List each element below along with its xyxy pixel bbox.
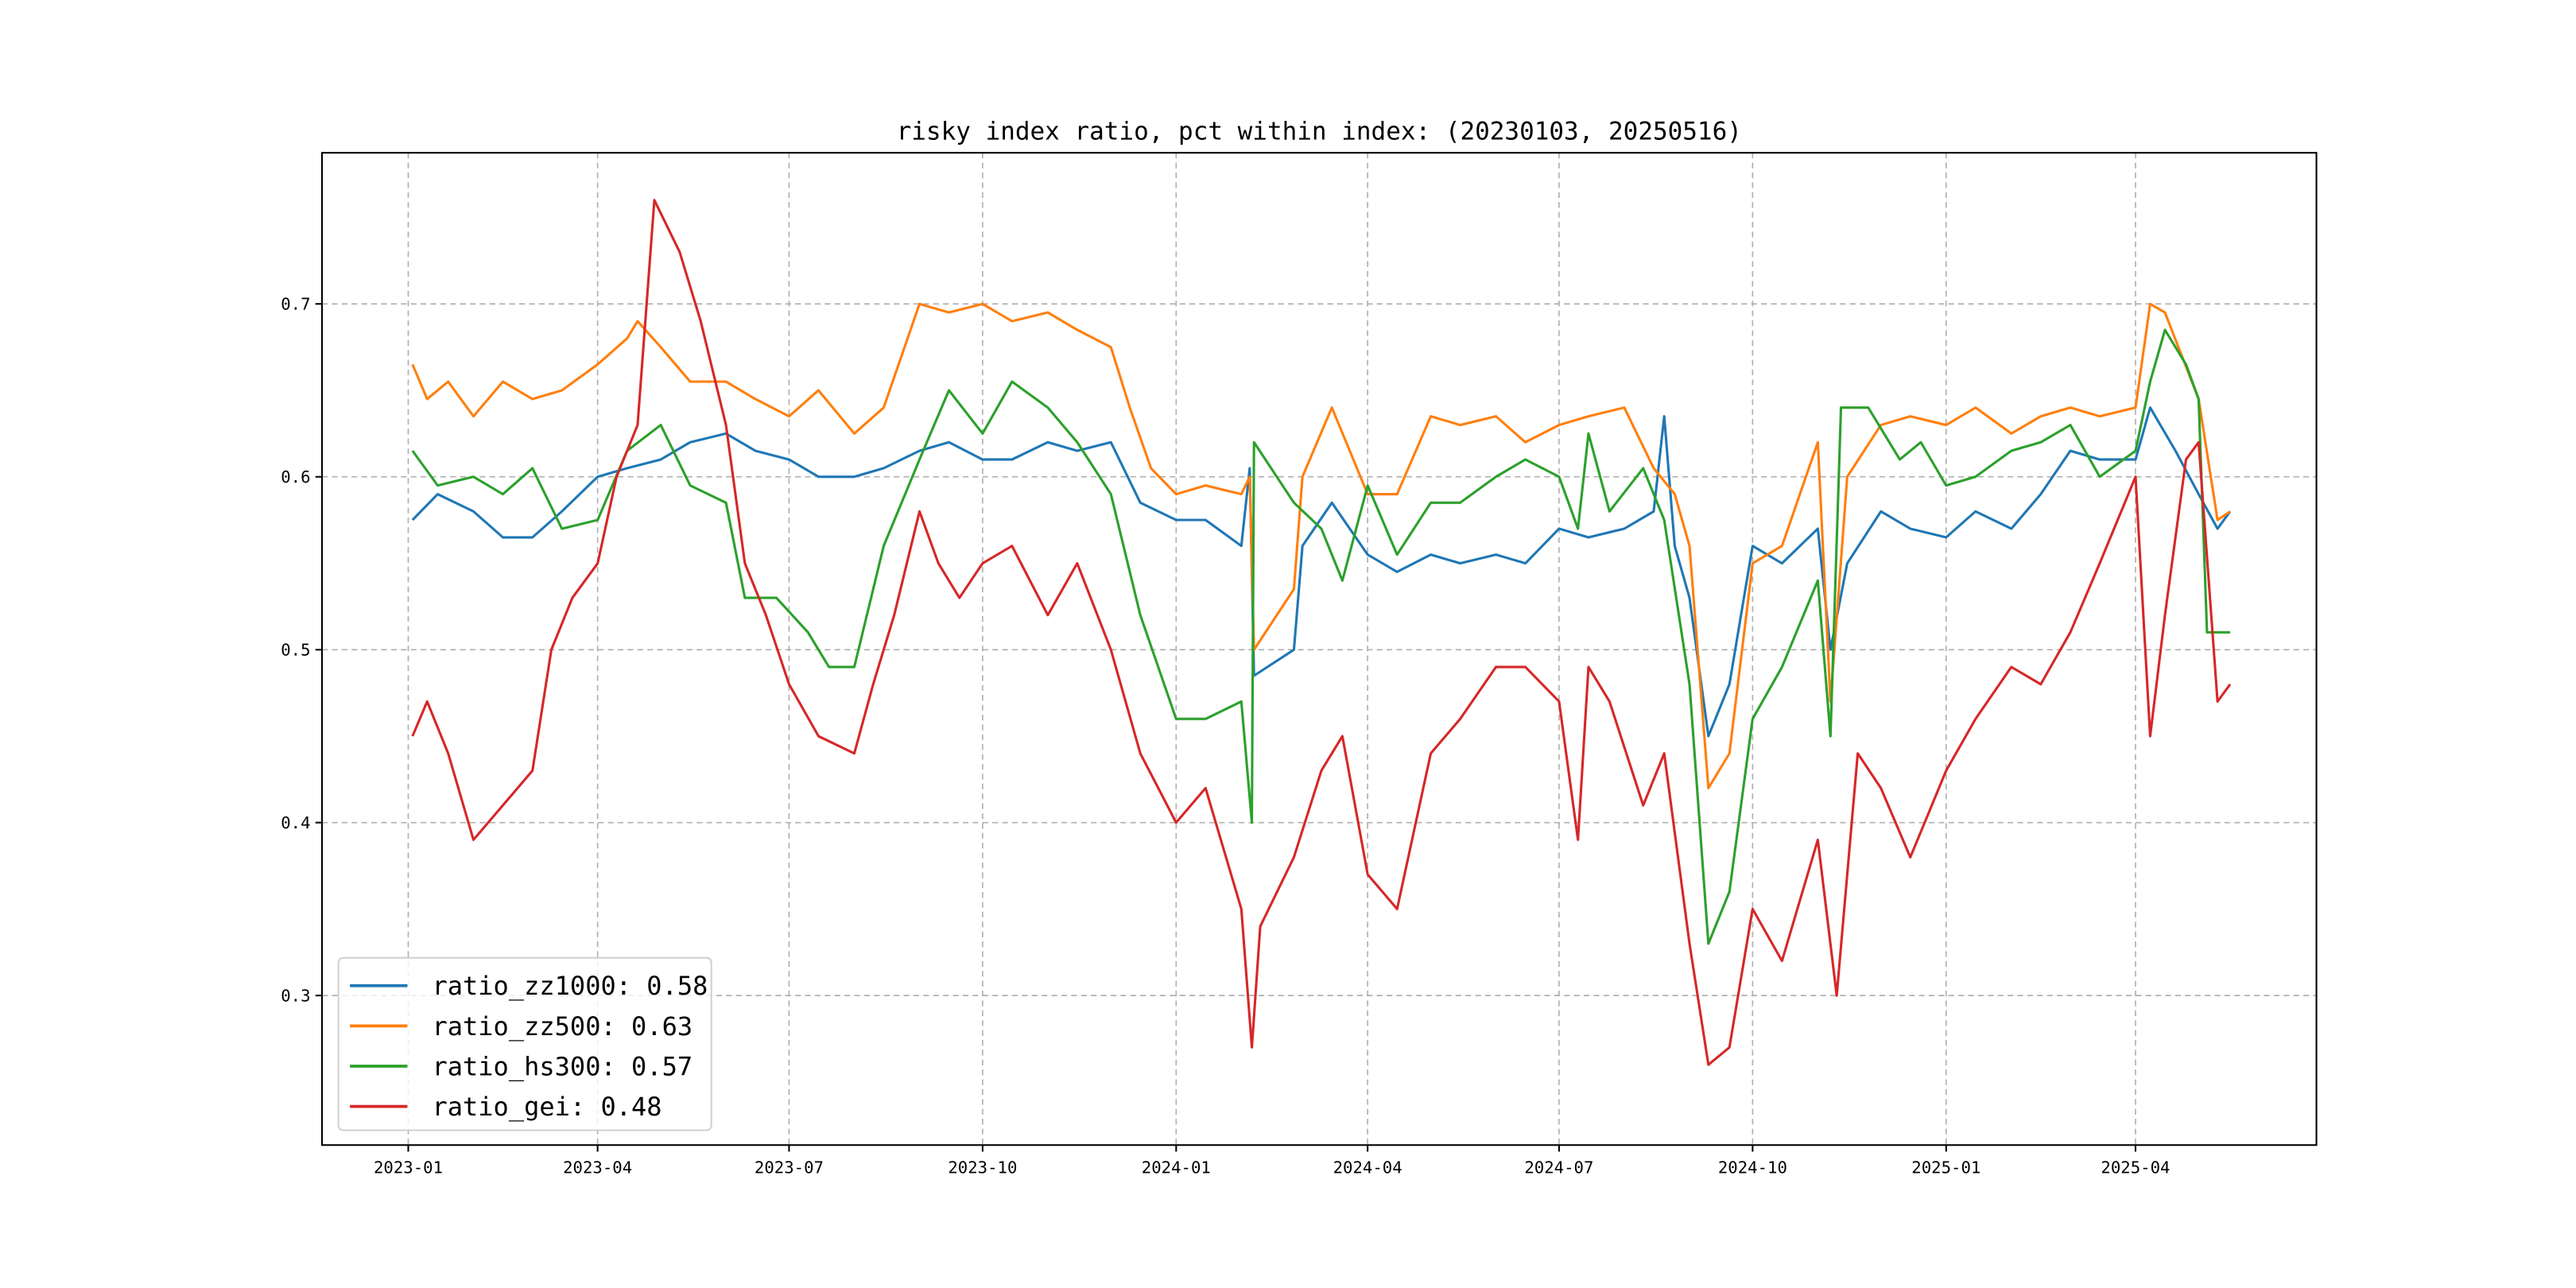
x-tick-label: 2023-07 xyxy=(755,1158,824,1177)
y-tick-label: 0.5 xyxy=(281,640,310,659)
legend-label-ratio_zz1000: ratio_zz1000: 0.58 xyxy=(432,971,708,1001)
y-tick-label: 0.7 xyxy=(281,294,310,313)
legend-label-ratio_hs300: ratio_hs300: 0.57 xyxy=(432,1051,692,1081)
x-tick-label: 2024-07 xyxy=(1524,1158,1593,1177)
legend-label-ratio_gei: ratio_gei: 0.48 xyxy=(432,1092,661,1122)
y-tick-label: 0.3 xyxy=(281,986,310,1005)
chart-title: risky index ratio, pct within index: (20… xyxy=(897,118,1742,146)
series-line-ratio_zz500 xyxy=(411,302,2231,789)
series-line-ratio_gei xyxy=(411,199,2232,1066)
x-tick-label: 2024-04 xyxy=(1333,1158,1402,1177)
x-tick-label: 2024-01 xyxy=(1142,1158,1211,1177)
series-line-ratio_hs300 xyxy=(411,328,2231,945)
x-tick-label: 2025-04 xyxy=(2101,1158,2170,1177)
x-tick-label: 2023-10 xyxy=(948,1158,1017,1177)
x-tick-label: 2023-01 xyxy=(374,1158,443,1177)
y-tick-label: 0.6 xyxy=(281,467,310,487)
legend: ratio_zz1000: 0.58 ratio_zz500: 0.63 ratio… xyxy=(337,956,712,1131)
grid xyxy=(322,153,2317,1146)
x-tick-label: 2024-10 xyxy=(1718,1158,1787,1177)
x-tick-label: 2023-04 xyxy=(563,1158,632,1177)
legend-label-ratio_zz500: ratio_zz500: 0.63 xyxy=(432,1011,692,1042)
legend-box xyxy=(337,956,712,1131)
series-lines xyxy=(411,199,2232,1066)
y-tick-label: 0.4 xyxy=(281,813,310,832)
series-line-ratio_zz1000 xyxy=(411,406,2232,738)
x-tick-label: 2025-01 xyxy=(1911,1158,1980,1177)
axis-ticks: 2023-01 2023-04 2023-07 2023-10 2024-01 2024-… xyxy=(281,294,2170,1177)
